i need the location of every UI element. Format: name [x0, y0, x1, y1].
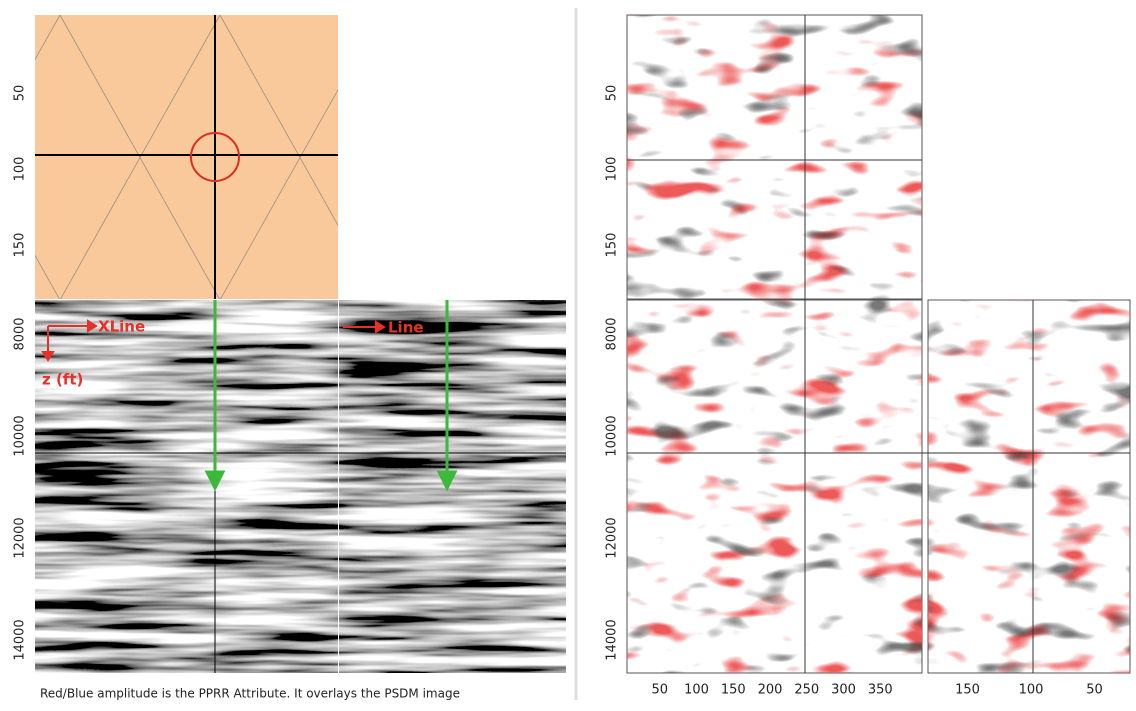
y-tick-label: 10000 — [605, 415, 620, 456]
attribute-map — [627, 15, 922, 299]
annotation: XLine — [98, 318, 145, 336]
y-tick-label: 100 — [13, 157, 28, 182]
y-tick-label: 150 — [605, 233, 620, 258]
map-panel — [35, 15, 338, 299]
annotation: z (ft) — [42, 371, 83, 389]
x-tick-label: 100 — [1019, 683, 1044, 698]
x-tick-label: 150 — [955, 683, 980, 698]
axis-arrows — [41, 319, 386, 362]
y-tick-label: 12000 — [13, 517, 28, 558]
seismic-line — [339, 300, 566, 673]
x-tick-label: 300 — [831, 683, 856, 698]
y-tick-label: 8000 — [605, 317, 620, 350]
y-tick-label: 10000 — [13, 415, 28, 456]
seismic-xline — [35, 300, 338, 673]
x-tick-label: 150 — [721, 683, 746, 698]
x-tick-label: 200 — [758, 683, 783, 698]
x-tick-label: 50 — [651, 683, 668, 698]
crosshair — [627, 15, 1130, 673]
highlight-circle — [190, 132, 240, 182]
tick-labels: 50 100 150 8000 10000 12000 14000 50 100 150 8000 1… — [13, 85, 1103, 698]
y-tick-label: 14000 — [13, 619, 28, 660]
x-tick-label: 100 — [684, 683, 709, 698]
y-tick-label: 100 — [605, 157, 620, 182]
y-tick-label: 14000 — [605, 619, 620, 660]
x-tick-label: 350 — [868, 683, 893, 698]
attribute-xline — [627, 300, 922, 673]
x-tick-label: 50 — [1086, 683, 1103, 698]
x-tick-label: 250 — [794, 683, 819, 698]
arrows — [204, 300, 458, 492]
y-tick-label: 12000 — [605, 517, 620, 558]
map-grid — [35, 15, 338, 299]
attribute-line — [928, 300, 1130, 673]
y-tick-label: 50 — [605, 85, 620, 102]
caption: Red/Blue amplitude is the PPRR Attribute… — [40, 687, 460, 701]
annotation: Line — [388, 319, 424, 337]
y-tick-label: 150 — [13, 233, 28, 258]
y-tick-label: 8000 — [13, 317, 28, 350]
y-tick-label: 50 — [13, 85, 28, 102]
